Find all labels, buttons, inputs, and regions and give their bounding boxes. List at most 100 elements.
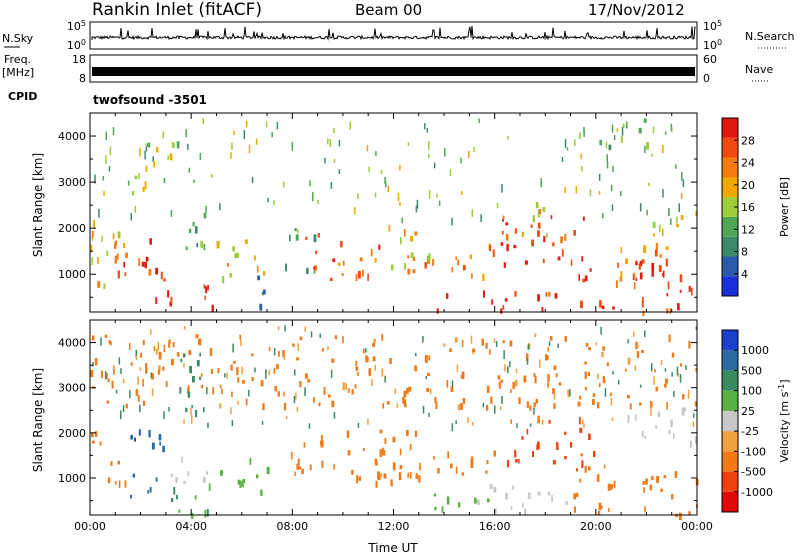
x-tick-label: 16:00 bbox=[479, 520, 511, 533]
nsearch-tick-high: 105 bbox=[703, 19, 722, 33]
echo-cell bbox=[242, 380, 245, 384]
echo-cell bbox=[633, 282, 636, 290]
echo-cell bbox=[426, 387, 430, 392]
echo-speck bbox=[597, 373, 599, 380]
colorbar-frame bbox=[721, 329, 739, 513]
echo-speck bbox=[670, 123, 673, 131]
echo-cell bbox=[94, 431, 98, 437]
echo-cell bbox=[570, 259, 573, 266]
echo-cell bbox=[461, 371, 465, 379]
echo-cell bbox=[565, 501, 568, 505]
echo-speck bbox=[693, 413, 695, 418]
echo-cell bbox=[367, 273, 369, 281]
echo-cell bbox=[608, 508, 610, 512]
echo-speck bbox=[526, 358, 529, 365]
echo-speck bbox=[245, 121, 248, 128]
echo-speck bbox=[438, 200, 441, 206]
echo-speck bbox=[540, 178, 542, 188]
echo-speck bbox=[324, 157, 326, 164]
velocity-panel: 1000 2000 3000 4000 00:00 04:00 08:00 12:00 16:0… bbox=[58, 319, 713, 533]
echo-cell bbox=[138, 429, 141, 436]
echo-speck bbox=[135, 355, 138, 360]
echo-speck bbox=[499, 406, 502, 411]
echo-cell bbox=[656, 476, 659, 483]
echo-speck bbox=[183, 419, 185, 424]
echo-cell bbox=[331, 358, 335, 363]
echo-cell bbox=[97, 257, 99, 265]
echo-cell bbox=[274, 386, 278, 392]
echo-speck bbox=[496, 202, 499, 209]
echo-speck bbox=[349, 122, 351, 130]
cpid-label: CPID bbox=[8, 90, 37, 103]
colorbar-swatch bbox=[722, 157, 738, 178]
echo-speck bbox=[309, 180, 311, 187]
echo-cell bbox=[329, 277, 333, 282]
echo-cell bbox=[278, 351, 280, 357]
echo-speck bbox=[415, 352, 417, 357]
echo-cell bbox=[202, 476, 206, 483]
echo-blob bbox=[257, 275, 266, 311]
colorbar-tick-label: 8 bbox=[741, 246, 748, 259]
echo-cell bbox=[155, 267, 158, 275]
echo-cell bbox=[170, 473, 173, 478]
echo-cell bbox=[101, 235, 103, 243]
x-tick-label: 08:00 bbox=[276, 520, 308, 533]
echo-cell bbox=[381, 334, 384, 341]
echo-cell bbox=[157, 369, 160, 375]
echo-blob bbox=[185, 212, 207, 251]
echo-cell bbox=[183, 480, 186, 484]
echo-cell bbox=[524, 508, 527, 516]
echo-cell bbox=[296, 463, 299, 470]
echo-speck bbox=[416, 199, 419, 209]
echo-blob bbox=[216, 239, 266, 284]
echo-cell bbox=[654, 249, 658, 257]
echo-cell bbox=[518, 397, 521, 404]
echo-cell bbox=[412, 256, 416, 262]
panel-bg bbox=[90, 320, 697, 515]
echo-speck bbox=[338, 139, 341, 147]
echo-cell bbox=[510, 389, 512, 393]
x-tick-label: 20:00 bbox=[580, 520, 612, 533]
echo-cell bbox=[622, 123, 625, 128]
echo-cell bbox=[113, 243, 117, 249]
echo-cell bbox=[485, 342, 488, 349]
echo-speck bbox=[566, 147, 569, 151]
echo-cell bbox=[592, 393, 596, 398]
echo-cell bbox=[208, 483, 211, 491]
echo-speck bbox=[273, 347, 276, 356]
echo-cell bbox=[492, 249, 495, 258]
echo-speck bbox=[297, 343, 299, 351]
echo-cell bbox=[493, 450, 496, 457]
echo-speck bbox=[567, 389, 569, 395]
echo-cell bbox=[212, 387, 215, 395]
echo-speck bbox=[561, 157, 564, 162]
echo-cell bbox=[257, 275, 260, 281]
echo-speck bbox=[507, 366, 509, 374]
echo-cell bbox=[216, 241, 220, 249]
echo-cell bbox=[532, 451, 535, 458]
echo-cell bbox=[643, 487, 645, 493]
echo-cell bbox=[534, 333, 537, 338]
echo-cell bbox=[538, 209, 542, 215]
echo-cell bbox=[447, 500, 450, 505]
echo-cell bbox=[612, 306, 615, 310]
echo-speck bbox=[600, 326, 602, 335]
echo-cell bbox=[160, 271, 163, 280]
echo-cell bbox=[434, 397, 437, 403]
y-tick-label: 2000 bbox=[58, 222, 86, 235]
echo-cell bbox=[386, 401, 390, 405]
echo-speck bbox=[327, 138, 329, 145]
echo-cell bbox=[347, 450, 351, 456]
echo-speck bbox=[662, 145, 664, 154]
echo-cell bbox=[362, 348, 365, 354]
echo-cell bbox=[192, 376, 195, 383]
echo-cell bbox=[506, 243, 509, 252]
echo-speck bbox=[384, 376, 386, 383]
echo-cell bbox=[602, 346, 605, 351]
echo-speck bbox=[129, 390, 131, 399]
echo-cell bbox=[355, 274, 358, 282]
echo-speck bbox=[163, 411, 165, 419]
echo-cell bbox=[239, 480, 242, 488]
echo-speck bbox=[422, 405, 425, 414]
echo-speck bbox=[636, 343, 639, 348]
